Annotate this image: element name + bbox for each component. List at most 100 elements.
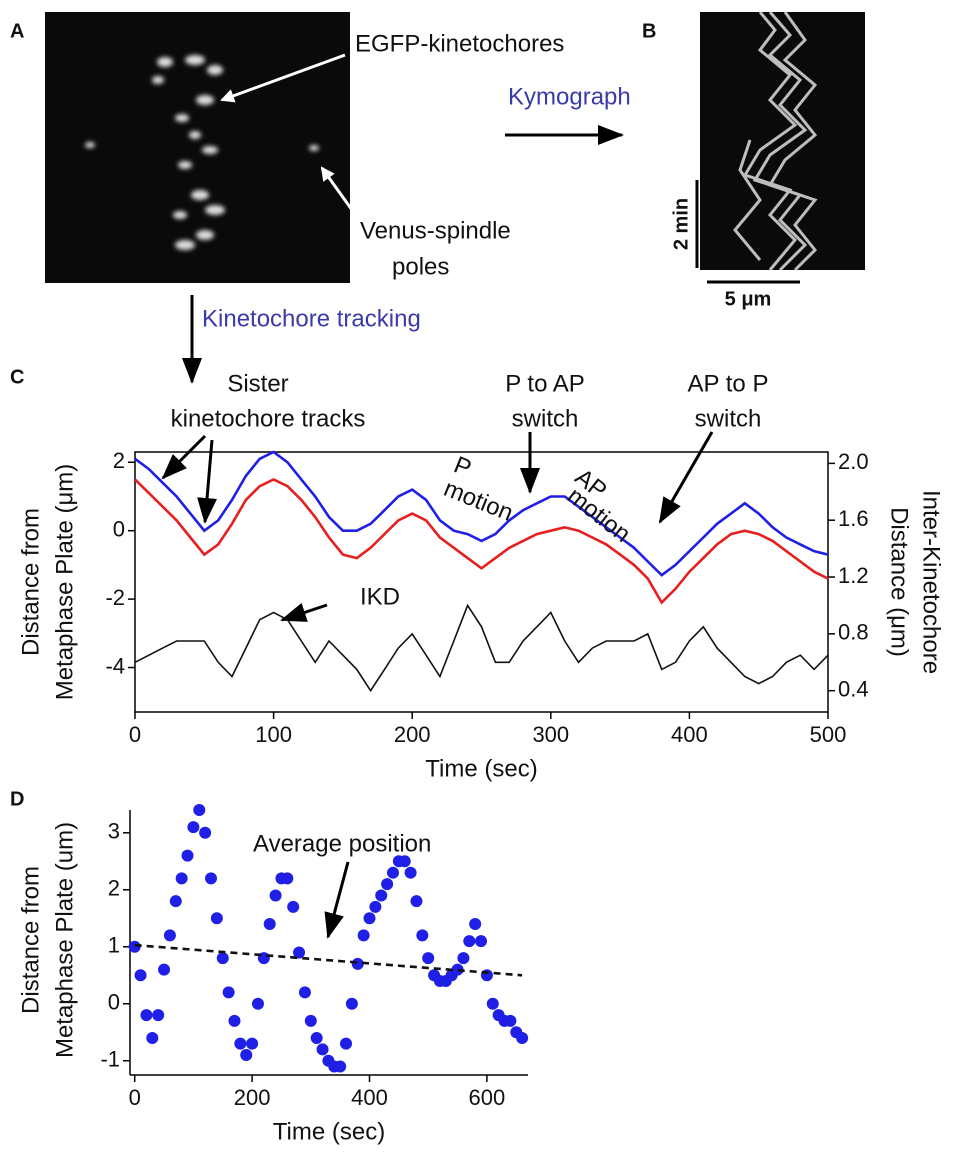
annotation: Average position [253, 830, 431, 857]
data-point [404, 866, 417, 879]
data-point [504, 1014, 517, 1027]
data-point [386, 866, 399, 879]
y-tick-label: 2 [108, 876, 120, 901]
data-point [158, 963, 171, 976]
y-axis-label: Metaphase Plate (μm) [51, 464, 78, 701]
x-tick-label: 100 [255, 722, 292, 747]
data-point [181, 849, 194, 862]
data-line [134, 477, 829, 605]
y2-axis-label: Inter-Kinetochore [918, 490, 945, 674]
data-point [451, 963, 464, 976]
data-point [140, 1009, 153, 1022]
x-tick-label: 200 [394, 722, 431, 747]
data-point [169, 895, 182, 908]
y2-tick-label: 1.2 [838, 563, 869, 588]
annotation: Venus-spindle [360, 217, 511, 244]
y2-axis-label: Distance (μm) [886, 507, 913, 657]
data-point [463, 935, 476, 948]
y-tick-label: -4 [105, 653, 125, 678]
data-point [293, 946, 306, 959]
data-point [475, 935, 488, 948]
annotation: motion [440, 475, 517, 527]
data-point [469, 917, 482, 930]
panel-label: D [10, 788, 24, 810]
data-point [304, 1014, 317, 1027]
data-point [128, 940, 141, 953]
arrow [320, 166, 354, 211]
panel-label: A [10, 20, 24, 42]
data-point [134, 969, 147, 982]
annotation: kinetochore tracks [171, 405, 366, 432]
data-line [134, 450, 829, 577]
annotation: EGFP-kinetochores [355, 30, 564, 57]
data-point [357, 929, 370, 942]
data-point [228, 1014, 241, 1027]
data-point [345, 997, 358, 1010]
x-axis-label: Time (sec) [273, 1118, 385, 1145]
data-point [205, 872, 218, 885]
x-axis-label: Time (sec) [425, 755, 537, 782]
data-point [152, 1009, 165, 1022]
data-point [222, 986, 235, 999]
annotation: Kinetochore tracking [202, 305, 421, 332]
y-tick-label: 1 [108, 933, 120, 958]
annotation: poles [392, 253, 449, 280]
data-point [246, 1037, 259, 1050]
data-point [193, 804, 206, 816]
data-point [240, 1049, 253, 1062]
annotation: Sister [227, 370, 288, 397]
annotation: Kymograph [508, 83, 631, 110]
data-line [134, 603, 829, 693]
data-point [216, 952, 229, 965]
data-point [457, 952, 470, 965]
data-point [363, 912, 376, 925]
arrow [220, 53, 346, 103]
panel-label: C [10, 366, 24, 388]
annotation: switch [512, 405, 579, 432]
data-point [210, 912, 223, 925]
annotation: switch [695, 405, 762, 432]
y-axis-label: Distance from [17, 508, 44, 656]
y-tick-label: 2 [113, 448, 125, 473]
arrows [161, 431, 714, 939]
x-tick-label: 300 [532, 722, 569, 747]
y2-tick-label: 2.0 [838, 449, 869, 474]
plot-frame [134, 451, 829, 713]
x-tick-label: 0 [129, 722, 141, 747]
data-point [516, 1031, 529, 1044]
y-tick-label: -1 [100, 1047, 120, 1072]
data-point [163, 929, 176, 942]
data-point [199, 826, 212, 839]
micrograph [45, 12, 350, 283]
y2-tick-label: 1.6 [838, 506, 869, 531]
data-point [381, 878, 394, 891]
data-point [263, 917, 276, 930]
data-point [398, 855, 411, 868]
y-tick-label: 3 [108, 819, 120, 844]
x-tick-label: 600 [469, 1085, 506, 1110]
data-point [287, 900, 300, 913]
annotation: IKD [360, 583, 400, 610]
x-tick-label: 500 [810, 722, 847, 747]
x-tick-label: 400 [351, 1085, 388, 1110]
data-point [234, 1037, 247, 1050]
data-point [146, 1031, 159, 1044]
x-tick-label: 200 [234, 1085, 271, 1110]
annotation: P to AP [505, 370, 585, 397]
scale-label: 2 min [670, 198, 692, 250]
data-point [375, 889, 388, 902]
y-axis-label: Distance from [17, 866, 44, 1014]
data-point [251, 997, 264, 1010]
y-tick-label: 0 [113, 516, 125, 541]
data-point [422, 952, 435, 965]
kymograph [700, 11, 865, 272]
scale-label: 5 μm [725, 288, 772, 310]
data-point [281, 872, 294, 885]
data-point [310, 1031, 323, 1044]
data-line [134, 943, 523, 977]
y-tick-label: 0 [108, 990, 120, 1015]
annotation: AP to P [688, 370, 769, 397]
data-point [351, 957, 364, 970]
y-axis-label: Metaphase Plate (um) [51, 822, 78, 1058]
data-point [187, 821, 200, 834]
